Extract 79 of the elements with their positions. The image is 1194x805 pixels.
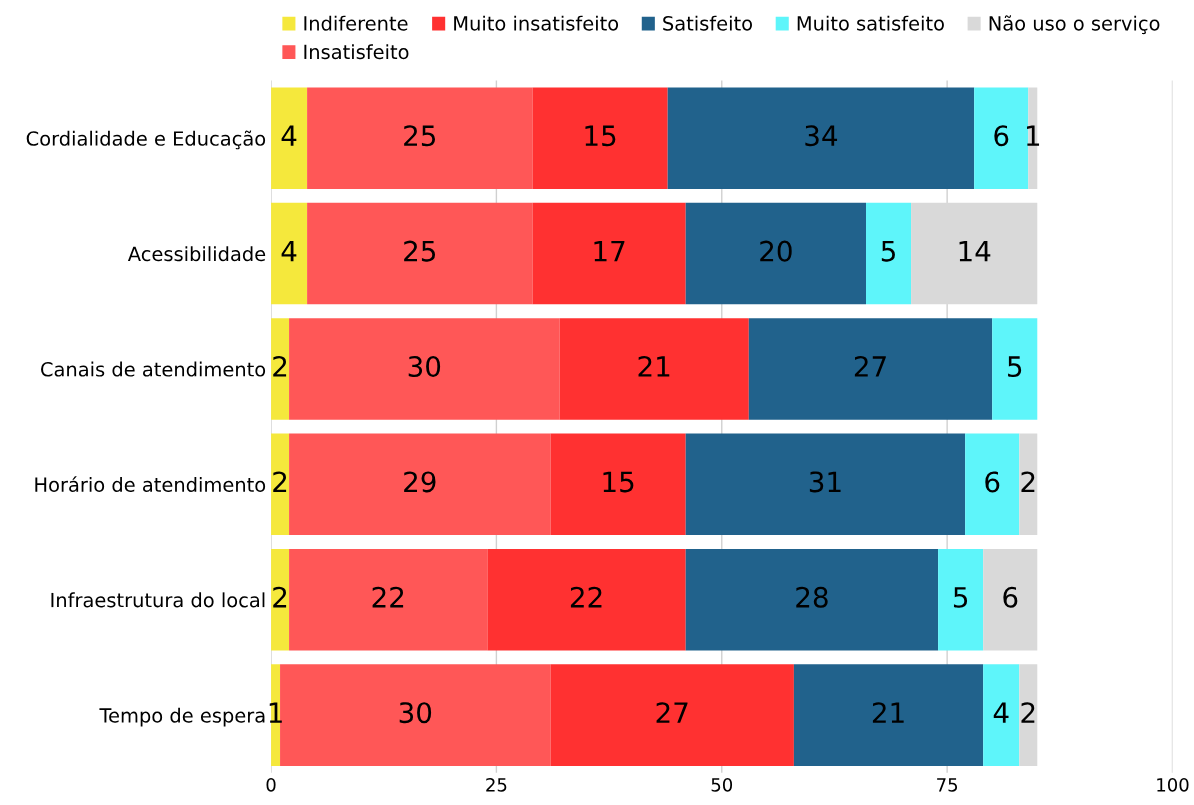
data-label: 25 xyxy=(404,125,436,147)
data-label: 20 xyxy=(760,240,792,262)
data-label: 2 xyxy=(1021,702,1035,723)
legend-label: Indiferente xyxy=(304,15,408,31)
x-tick-label: 25 xyxy=(486,777,507,792)
data-label: 4 xyxy=(281,125,297,146)
bar xyxy=(793,664,984,766)
legend-label: Muito insatisfeito xyxy=(454,15,619,31)
data-label: 34 xyxy=(805,125,838,147)
data-label: 28 xyxy=(796,586,828,608)
bar xyxy=(667,87,975,189)
data-label: 5 xyxy=(881,240,895,262)
bar xyxy=(532,87,668,189)
data-label: 14 xyxy=(959,240,991,262)
bar xyxy=(685,548,939,651)
bar xyxy=(532,202,686,305)
bar xyxy=(983,664,1020,766)
data-label: 5 xyxy=(1008,356,1022,378)
x-tick-label: 100 xyxy=(1157,777,1189,792)
bar xyxy=(559,318,749,420)
y-tick-label: Canais de atendimento xyxy=(41,361,266,377)
y-tick-label: Tempo de espera xyxy=(99,707,265,727)
data-label: 4 xyxy=(993,702,1009,723)
bar xyxy=(974,87,1029,189)
legend-label: Não uso o serviço xyxy=(989,15,1160,35)
bar xyxy=(271,202,308,305)
bar xyxy=(685,433,966,536)
bar xyxy=(938,548,984,651)
bar xyxy=(965,433,1020,536)
bar xyxy=(289,548,488,651)
data-label: 2 xyxy=(273,356,287,377)
data-label: 17 xyxy=(594,240,625,262)
bar xyxy=(307,87,533,189)
bar xyxy=(289,433,551,536)
data-label: 27 xyxy=(854,356,886,377)
bar xyxy=(550,433,686,536)
data-label: 4 xyxy=(281,240,297,262)
data-label: 5 xyxy=(953,587,968,608)
bar xyxy=(983,548,1038,651)
bar xyxy=(866,202,912,305)
bar xyxy=(1019,664,1038,766)
x-tick-label: 0 xyxy=(266,777,276,792)
data-label: 22 xyxy=(570,586,602,608)
bar xyxy=(1019,433,1038,536)
y-tick-label: Infraestrutura do local xyxy=(51,592,265,608)
data-label: 25 xyxy=(404,240,436,262)
data-label: 27 xyxy=(656,702,688,723)
y-tick-label: Cordialidade e Educação xyxy=(26,130,266,150)
bar xyxy=(487,548,686,651)
data-label: 6 xyxy=(985,471,1000,493)
x-tick-label: 50 xyxy=(711,777,733,792)
data-label: 30 xyxy=(408,356,441,378)
legend-label: Insatisfeito xyxy=(304,44,409,60)
bar xyxy=(685,202,867,305)
bar xyxy=(307,202,533,305)
bar xyxy=(280,664,551,766)
data-label: 2 xyxy=(1021,471,1035,493)
data-label: 2 xyxy=(273,471,287,493)
data-label: 6 xyxy=(994,125,1009,147)
bar xyxy=(289,318,560,420)
data-label: 6 xyxy=(1003,586,1018,608)
y-tick-label: Acessibilidade xyxy=(127,246,266,262)
bar xyxy=(748,318,993,420)
data-label: 29 xyxy=(404,471,436,493)
bar xyxy=(992,318,1038,420)
legend-label: Muito satisfeito xyxy=(797,15,944,31)
y-tick-label: Horário de atendimento xyxy=(35,476,266,493)
data-label: 21 xyxy=(638,356,670,377)
data-label: 15 xyxy=(585,125,616,147)
data-label: 15 xyxy=(603,471,634,493)
bar xyxy=(271,87,308,189)
data-label: 22 xyxy=(372,586,404,608)
legend-label: Satisfeito xyxy=(663,15,752,31)
data-label: 30 xyxy=(399,702,432,724)
x-tick-label: 75 xyxy=(937,778,958,792)
data-label: 2 xyxy=(273,586,287,608)
data-label: 31 xyxy=(809,471,841,493)
bar xyxy=(550,664,794,766)
data-label: 21 xyxy=(872,702,904,723)
